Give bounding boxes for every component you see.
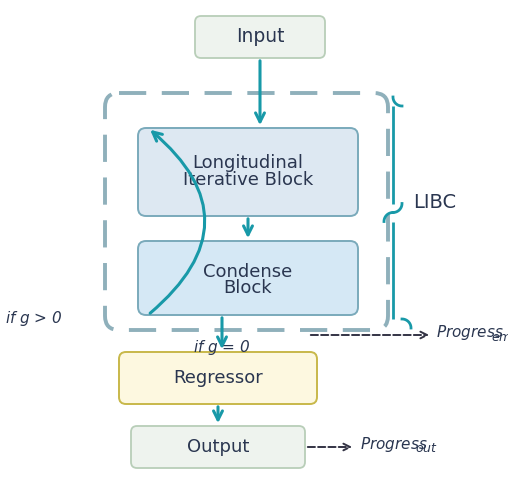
Text: Condense: Condense bbox=[203, 263, 293, 281]
Text: Block: Block bbox=[224, 279, 272, 297]
FancyBboxPatch shape bbox=[131, 426, 305, 468]
Text: Iterative Block: Iterative Block bbox=[183, 171, 313, 189]
Text: $\mathit{Progress}$: $\mathit{Progress}$ bbox=[360, 435, 428, 454]
Text: Input: Input bbox=[236, 27, 284, 47]
Text: if $g$ = 0: if $g$ = 0 bbox=[193, 338, 251, 357]
FancyBboxPatch shape bbox=[138, 241, 358, 315]
Text: $\mathit{emb}$: $\mathit{emb}$ bbox=[491, 330, 508, 344]
Text: if $g$ > 0: if $g$ > 0 bbox=[5, 309, 62, 327]
Text: $\mathit{out}$: $\mathit{out}$ bbox=[415, 442, 438, 455]
Text: Output: Output bbox=[187, 438, 249, 456]
FancyBboxPatch shape bbox=[195, 16, 325, 58]
Text: LIBC: LIBC bbox=[413, 193, 456, 212]
Text: Longitudinal: Longitudinal bbox=[193, 154, 303, 172]
FancyBboxPatch shape bbox=[138, 128, 358, 216]
FancyBboxPatch shape bbox=[119, 352, 317, 404]
Text: Regressor: Regressor bbox=[173, 369, 263, 387]
Text: $\mathit{Progress}$: $\mathit{Progress}$ bbox=[436, 323, 504, 343]
